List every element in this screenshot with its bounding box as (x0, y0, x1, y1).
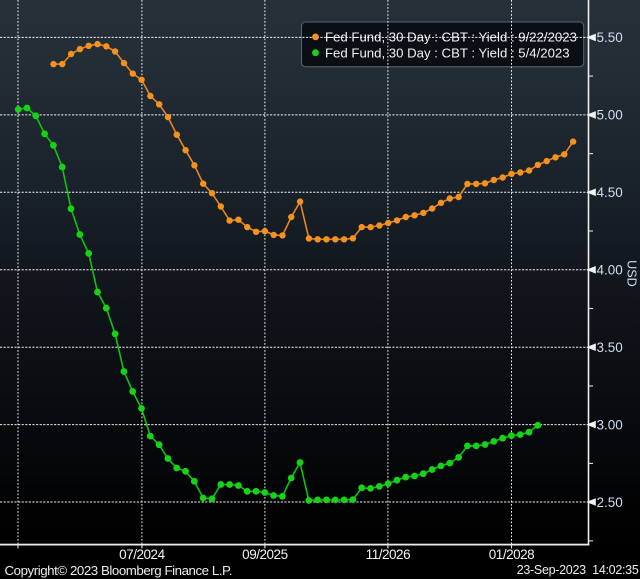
svg-text:3.00: 3.00 (597, 417, 623, 432)
svg-text:23-Sep-2023 14:02:35: 23-Sep-2023 14:02:35 (517, 563, 639, 577)
svg-text:4.50: 4.50 (597, 185, 623, 200)
svg-text:Copyright© 2023 Bloomberg Fina: Copyright© 2023 Bloomberg Finance L.P. (5, 563, 233, 578)
svg-text:3.50: 3.50 (597, 340, 623, 355)
svg-text:07/2024: 07/2024 (119, 547, 165, 562)
svg-text:11/2026: 11/2026 (366, 547, 410, 562)
svg-text:01/2028: 01/2028 (489, 547, 534, 562)
svg-text:4.00: 4.00 (597, 263, 623, 278)
svg-text:5.00: 5.00 (597, 108, 623, 123)
svg-text:09/2025: 09/2025 (242, 547, 287, 562)
svg-text:2.50: 2.50 (597, 495, 623, 510)
svg-text:Fed Fund, 30 Day : CBT : Yield: Fed Fund, 30 Day : CBT : Yield : 5/4/202… (325, 46, 570, 61)
svg-text:USD: USD (625, 260, 639, 287)
svg-text:5.50: 5.50 (597, 30, 623, 45)
